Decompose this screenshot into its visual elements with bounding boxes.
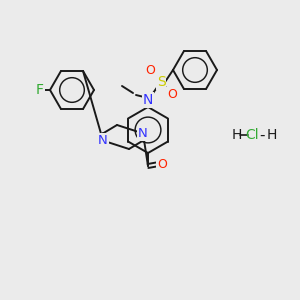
Text: O: O bbox=[145, 64, 155, 76]
Text: -: - bbox=[259, 128, 265, 142]
Text: N: N bbox=[98, 134, 108, 147]
Text: O: O bbox=[167, 88, 177, 100]
Text: S: S bbox=[157, 75, 165, 89]
Text: O: O bbox=[157, 158, 167, 170]
Text: H: H bbox=[232, 128, 242, 142]
Text: H: H bbox=[267, 128, 277, 142]
Text: N: N bbox=[138, 127, 148, 140]
Text: F: F bbox=[36, 83, 44, 97]
Text: Cl: Cl bbox=[245, 128, 259, 142]
Text: N: N bbox=[143, 93, 153, 107]
